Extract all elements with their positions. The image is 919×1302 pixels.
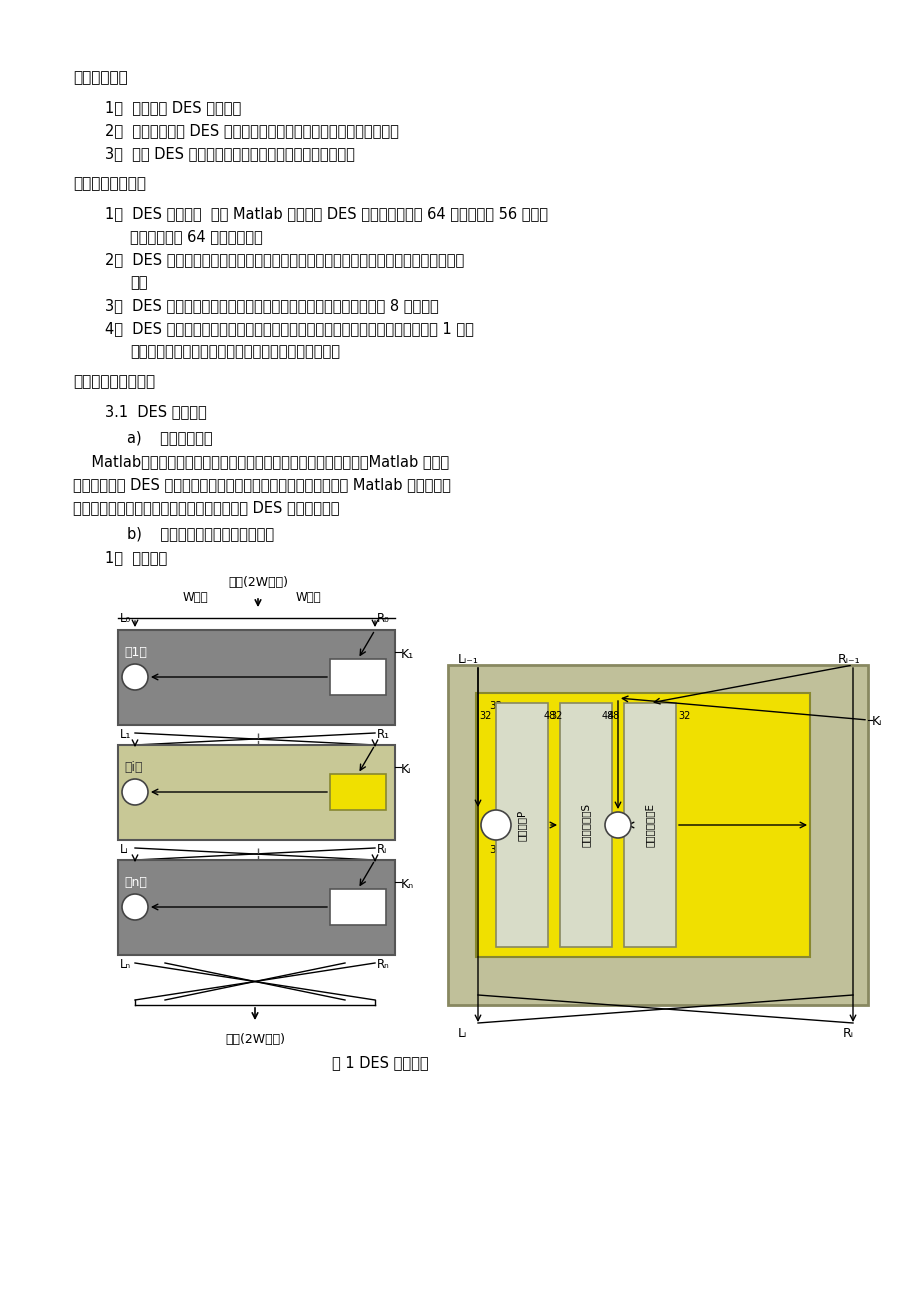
Text: 48: 48 xyxy=(607,711,619,721)
Text: W比特: W比特 xyxy=(295,591,321,604)
Bar xyxy=(495,703,548,947)
Text: 32: 32 xyxy=(677,711,689,721)
Text: F: F xyxy=(351,668,364,686)
Text: R₀: R₀ xyxy=(377,612,390,625)
Text: 3）  验证 DES 算法中各个模块在实现混淆和弥散中的作用: 3） 验证 DES 算法中各个模块在实现混淆和弥散中的作用 xyxy=(105,146,355,161)
Text: F: F xyxy=(351,898,364,917)
Text: 第i轮: 第i轮 xyxy=(124,760,142,773)
Text: 基于矩阵，而 DES 算法用矩阵描述是十分简洁方便的。因此，选用 Matlab 作为算法实: 基于矩阵，而 DES 算法用矩阵描述是十分简洁方便的。因此，选用 Matlab … xyxy=(73,477,450,492)
Text: Lᵢ: Lᵢ xyxy=(458,1027,467,1040)
Bar xyxy=(118,630,394,725)
Bar xyxy=(560,703,611,947)
Text: Rᵢ: Rᵢ xyxy=(377,842,387,855)
Text: 2）  DES 弱密钥验证：观察弱密钥两次加密的结果，与非弱密钥两次加密的结果进行比: 2） DES 弱密钥验证：观察弱密钥两次加密的结果，与非弱密钥两次加密的结果进行… xyxy=(105,253,464,267)
Text: a)    算法实现方案: a) 算法实现方案 xyxy=(127,430,212,445)
Circle shape xyxy=(122,779,148,805)
Text: 48: 48 xyxy=(601,711,613,721)
Circle shape xyxy=(122,664,148,690)
Text: 3）  DES 算法初步应用：尝试加密一个字符串，字符串的长度大于 8 个字节；: 3） DES 算法初步应用：尝试加密一个字符串，字符串的长度大于 8 个字节； xyxy=(105,298,438,312)
Bar xyxy=(623,703,675,947)
Text: +: + xyxy=(129,673,142,687)
Text: Rᵢ: Rᵢ xyxy=(842,1027,853,1040)
Text: +: + xyxy=(129,904,142,918)
Text: Lₙ: Lₙ xyxy=(119,958,131,971)
Text: 32: 32 xyxy=(550,711,562,721)
Text: 三、实验方案与步骤: 三、实验方案与步骤 xyxy=(73,374,155,389)
Text: 钥，加密得到 64 比特的密文；: 钥，加密得到 64 比特的密文； xyxy=(130,229,263,243)
Text: 较；: 较； xyxy=(130,275,147,290)
Text: +: + xyxy=(129,788,142,803)
Text: 选择压缩运算S: 选择压缩运算S xyxy=(581,803,590,848)
Text: 图 1 DES 基本结构: 图 1 DES 基本结构 xyxy=(332,1055,428,1070)
Text: 3.1  DES 算法实现: 3.1 DES 算法实现 xyxy=(105,404,207,419)
Circle shape xyxy=(481,810,510,840)
Bar xyxy=(475,693,809,957)
Text: Kₙ: Kₙ xyxy=(401,878,414,891)
Text: 一、实验目的: 一、实验目的 xyxy=(73,70,128,85)
Text: 2）  通过编程实现 DES 算法，深入掌握现代密码算法实现的基本方法: 2） 通过编程实现 DES 算法，深入掌握现代密码算法实现的基本方法 xyxy=(105,122,399,138)
Text: Kᵢ: Kᵢ xyxy=(401,763,411,776)
Text: Rₙ: Rₙ xyxy=(377,958,390,971)
Text: 4）  DES 弥散特性分析：试输出每一轮加密得到的比特序列，并比较当初始明文 1 个比: 4） DES 弥散特性分析：试输出每一轮加密得到的比特序列，并比较当初始明文 1… xyxy=(105,322,473,336)
Bar xyxy=(330,659,386,695)
Text: 选择扩展运算E: 选择扩展运算E xyxy=(644,803,654,848)
Bar xyxy=(118,745,394,840)
Text: +: + xyxy=(489,820,503,838)
Text: 32: 32 xyxy=(489,845,502,855)
Text: Lᵢ₋₁: Lᵢ₋₁ xyxy=(458,654,479,667)
Text: Matlab（矩阵实验室）是一款工程计算用的软件，功能十分强大。Matlab 的计算: Matlab（矩阵实验室）是一款工程计算用的软件，功能十分强大。Matlab 的… xyxy=(73,454,448,469)
Circle shape xyxy=(605,812,630,838)
Text: K₁: K₁ xyxy=(401,648,414,661)
Circle shape xyxy=(122,894,148,921)
Text: 明文(2W比特): 明文(2W比特) xyxy=(228,575,288,589)
Text: 32: 32 xyxy=(479,711,492,721)
Bar xyxy=(330,773,386,810)
Text: F: F xyxy=(351,783,364,801)
Text: W比特: W比特 xyxy=(182,591,208,604)
Text: 现语言，基于一系列的矩阵变换、运算来实现 DES 算法的加密。: 现语言，基于一系列的矩阵变换、运算来实现 DES 算法的加密。 xyxy=(73,500,339,516)
Bar xyxy=(330,889,386,924)
Text: 1）  牢固掌握 DES 密码算法: 1） 牢固掌握 DES 密码算法 xyxy=(105,100,241,115)
Text: b)    主要功能实现流程及代码解析: b) 主要功能实现流程及代码解析 xyxy=(127,526,274,542)
Text: L₁: L₁ xyxy=(119,728,131,741)
Text: Rᵢ₋₁: Rᵢ₋₁ xyxy=(837,654,859,667)
Text: 32: 32 xyxy=(489,700,502,711)
Text: 48: 48 xyxy=(543,711,555,721)
Text: 第1轮: 第1轮 xyxy=(124,646,147,659)
Text: Kᵢ: Kᵢ xyxy=(871,715,881,728)
Text: +: + xyxy=(611,822,624,836)
Text: Lᵢ: Lᵢ xyxy=(119,842,129,855)
Text: 密文(2W比特): 密文(2W比特) xyxy=(225,1032,285,1046)
Text: R₁: R₁ xyxy=(377,728,390,741)
Bar xyxy=(448,665,867,1005)
Text: L₀: L₀ xyxy=(119,612,131,625)
Text: 1）  加密程序: 1） 加密程序 xyxy=(105,549,167,565)
Text: 二、实验内容要求: 二、实验内容要求 xyxy=(73,176,146,191)
Text: 特发生变化时，每一轮加密输出的哪些比特发生变化。: 特发生变化时，每一轮加密输出的哪些比特发生变化。 xyxy=(130,344,340,359)
Text: 1）  DES 算法实现  利用 Matlab 语言实现 DES 密码算法，输入 64 比特明文和 56 比特密: 1） DES 算法实现 利用 Matlab 语言实现 DES 密码算法，输入 6… xyxy=(105,206,548,221)
Bar xyxy=(118,861,394,954)
Text: 置换运算P: 置换运算P xyxy=(516,810,527,841)
Text: 第n轮: 第n轮 xyxy=(124,876,147,889)
